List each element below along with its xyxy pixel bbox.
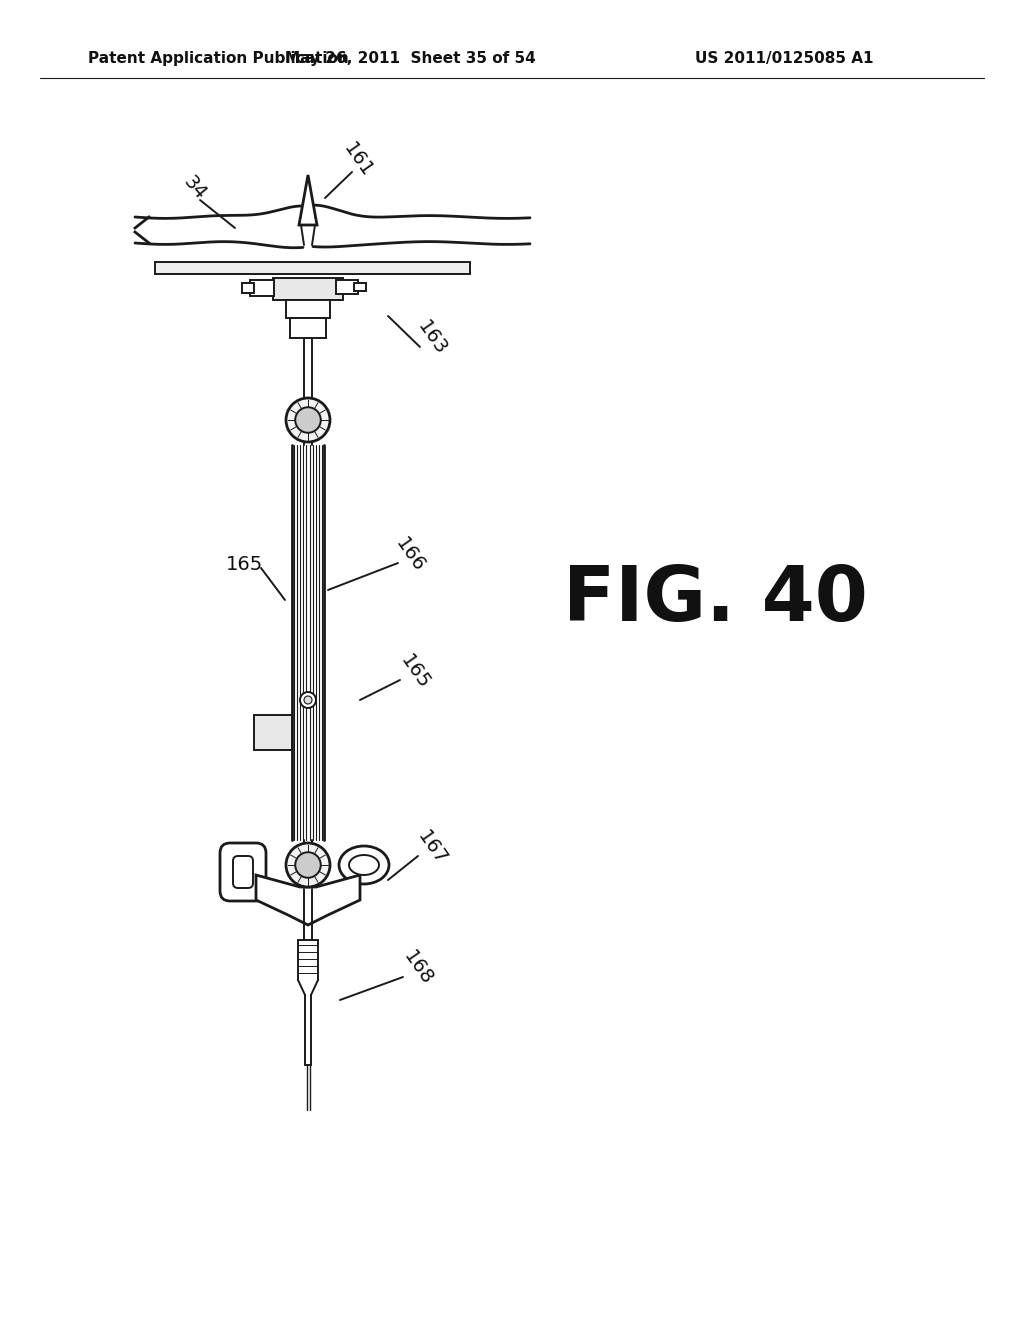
Bar bbox=[155, 261, 470, 275]
Text: FIG. 40: FIG. 40 bbox=[562, 564, 867, 638]
Text: 165: 165 bbox=[226, 556, 263, 574]
Text: May 26, 2011  Sheet 35 of 54: May 26, 2011 Sheet 35 of 54 bbox=[285, 50, 536, 66]
Ellipse shape bbox=[349, 855, 379, 875]
Text: 168: 168 bbox=[399, 948, 436, 989]
Text: 167: 167 bbox=[414, 828, 451, 869]
Bar bbox=[273, 279, 343, 300]
Polygon shape bbox=[256, 875, 360, 925]
Bar bbox=[336, 280, 358, 294]
Text: 161: 161 bbox=[340, 140, 377, 181]
Ellipse shape bbox=[339, 846, 389, 884]
FancyBboxPatch shape bbox=[220, 843, 266, 902]
Text: 165: 165 bbox=[396, 651, 433, 693]
FancyBboxPatch shape bbox=[233, 855, 253, 888]
Text: 166: 166 bbox=[391, 535, 428, 576]
Circle shape bbox=[295, 853, 321, 878]
Circle shape bbox=[286, 843, 330, 887]
Circle shape bbox=[304, 696, 312, 704]
Polygon shape bbox=[299, 176, 317, 224]
Bar bbox=[290, 318, 326, 338]
Circle shape bbox=[286, 399, 330, 442]
Bar bbox=[250, 280, 274, 296]
Text: US 2011/0125085 A1: US 2011/0125085 A1 bbox=[695, 50, 873, 66]
Circle shape bbox=[300, 692, 316, 708]
Bar bbox=[354, 282, 366, 290]
Text: 163: 163 bbox=[414, 317, 451, 359]
Text: 34: 34 bbox=[180, 173, 210, 203]
Bar bbox=[254, 715, 292, 750]
Text: Patent Application Publication: Patent Application Publication bbox=[88, 50, 349, 66]
Bar bbox=[242, 282, 254, 293]
Circle shape bbox=[295, 408, 321, 433]
Bar bbox=[286, 300, 330, 318]
